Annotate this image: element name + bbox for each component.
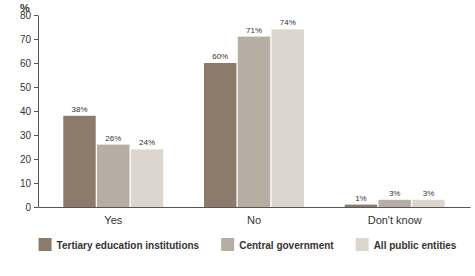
legend-label: Central government [239, 240, 334, 251]
data-label: 3% [389, 189, 401, 198]
bars [63, 29, 444, 207]
y-tick: 20 [20, 154, 38, 165]
y-tick: 0 [25, 202, 38, 213]
legend: Tertiary education institutions Central g… [39, 238, 457, 251]
data-label: 24% [139, 138, 155, 147]
legend-swatch [221, 238, 234, 251]
bar [204, 63, 236, 207]
y-tick-mark [34, 39, 38, 40]
y-axis: 01020304050607080 [20, 10, 39, 213]
bar-series [131, 29, 445, 207]
y-tick: 30 [20, 130, 38, 141]
y-tick-mark [34, 207, 38, 208]
legend-item: Tertiary education institutions [39, 238, 200, 251]
bar-series [63, 63, 377, 207]
plot-area: 38%60%1%26%71%3%24%74%3%0102030405060708… [20, 10, 471, 226]
y-tick-mark [34, 15, 38, 16]
y-tick: 60 [20, 58, 38, 69]
y-tick: 50 [20, 82, 38, 93]
bar [63, 116, 95, 207]
legend-label: All public entities [374, 240, 457, 251]
x-tick: No [247, 207, 261, 226]
bar [412, 200, 444, 207]
y-tick-label: 10 [20, 178, 32, 189]
y-tick-mark [34, 111, 38, 112]
legend-label: Tertiary education institutions [57, 240, 200, 251]
data-label: 74% [280, 18, 296, 27]
y-tick-mark [34, 87, 38, 88]
bar [345, 205, 377, 207]
legend-item: All public entities [356, 238, 457, 251]
y-axis-title: % [20, 2, 30, 14]
x-axis-line [39, 207, 471, 208]
chart: 38%60%1%26%71%3%24%74%3%0102030405060708… [0, 0, 475, 276]
y-tick-label: 30 [20, 130, 32, 141]
x-tick-label: Yes [104, 214, 122, 226]
bar [131, 149, 163, 207]
x-tick-label: No [247, 214, 261, 226]
y-tick-mark [34, 63, 38, 64]
data-label: 26% [105, 134, 121, 143]
data-label: 71% [246, 26, 262, 35]
bar [272, 29, 304, 207]
y-tick-mark [34, 135, 38, 136]
legend-swatch [39, 238, 52, 251]
x-axis: Yes No Don't know [39, 207, 471, 226]
bar [97, 145, 129, 207]
data-label: 1% [355, 194, 367, 203]
y-tick: 70 [20, 34, 38, 45]
data-label: 38% [71, 105, 87, 114]
data-labels: 38% 60% 1% 26% 71% 3% 24% 74% 3% [71, 18, 434, 202]
bar [378, 200, 410, 207]
bar-series [97, 37, 411, 207]
data-label: 3% [423, 189, 435, 198]
data-label: 60% [212, 52, 228, 61]
x-tick: Yes [104, 207, 122, 226]
y-tick-label: 70 [20, 34, 32, 45]
y-tick-label: 40 [20, 106, 32, 117]
y-tick: 40 [20, 106, 38, 117]
y-tick-mark [34, 159, 38, 160]
y-tick-label: 50 [20, 82, 32, 93]
legend-item: Central government [221, 238, 334, 251]
y-axis-line [38, 16, 39, 208]
bar [238, 37, 270, 207]
x-tick: Don't know [368, 207, 422, 226]
y-tick-label: 0 [25, 202, 31, 213]
y-tick: 10 [20, 178, 38, 189]
y-tick-label: 60 [20, 58, 32, 69]
y-tick-mark [34, 183, 38, 184]
legend-swatch [356, 238, 369, 251]
x-tick-label: Don't know [368, 214, 422, 226]
y-tick-label: 20 [20, 154, 32, 165]
